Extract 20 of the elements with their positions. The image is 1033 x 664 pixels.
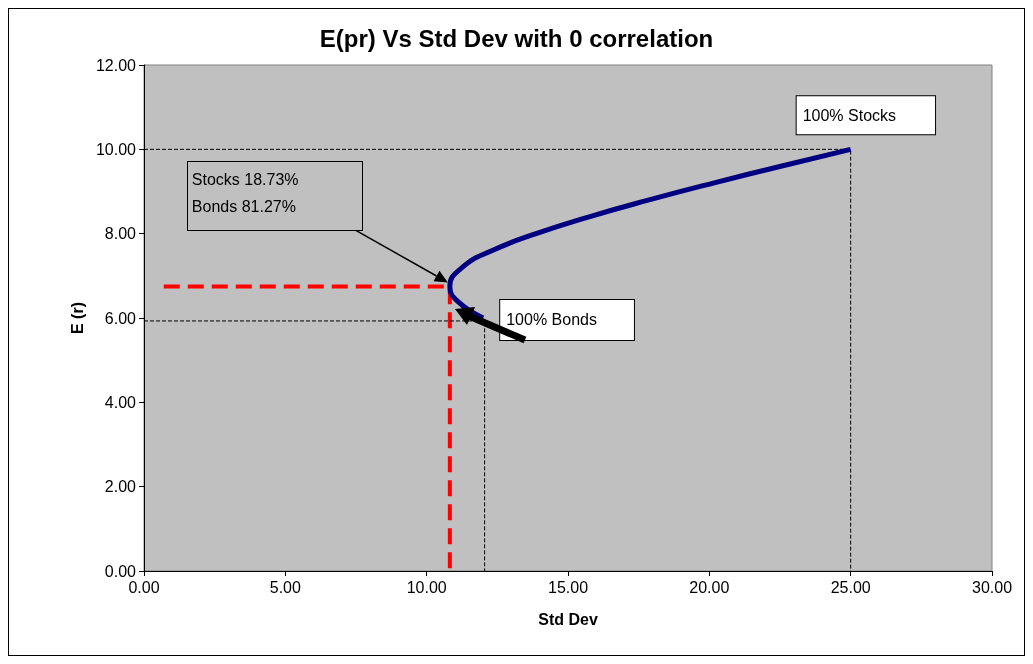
x-axis-title: Std Dev	[538, 610, 598, 628]
y-axis-title: E (r)	[68, 302, 86, 334]
annotation: 100% Bonds	[506, 311, 597, 328]
y-tick-label: 8.00	[104, 225, 137, 243]
y-tick-label: 10.00	[95, 140, 137, 158]
x-tick-label: 10.00	[406, 578, 447, 596]
y-tick-label: 2.00	[104, 478, 137, 496]
x-tick-label: 30.00	[971, 578, 1013, 596]
x-tick-label: 15.00	[547, 578, 589, 596]
chart-title: E(pr) Vs Std Dev with 0 correlation	[319, 24, 714, 52]
y-tick-label: 6.00	[104, 309, 137, 327]
x-tick-label: 20.00	[689, 578, 730, 596]
x-tick-label: 0.00	[128, 578, 160, 596]
y-tick-label: 12.00	[95, 56, 137, 74]
y-tick-label: 0.00	[104, 562, 137, 580]
y-tick-label: 4.00	[104, 393, 137, 411]
annotation: 100% Stocks	[802, 107, 897, 125]
x-tick-label: 5.00	[269, 578, 302, 596]
annotation: Stocks 18.73% Bonds 81.27%	[191, 171, 299, 216]
x-tick-label: 25.00	[830, 578, 871, 596]
